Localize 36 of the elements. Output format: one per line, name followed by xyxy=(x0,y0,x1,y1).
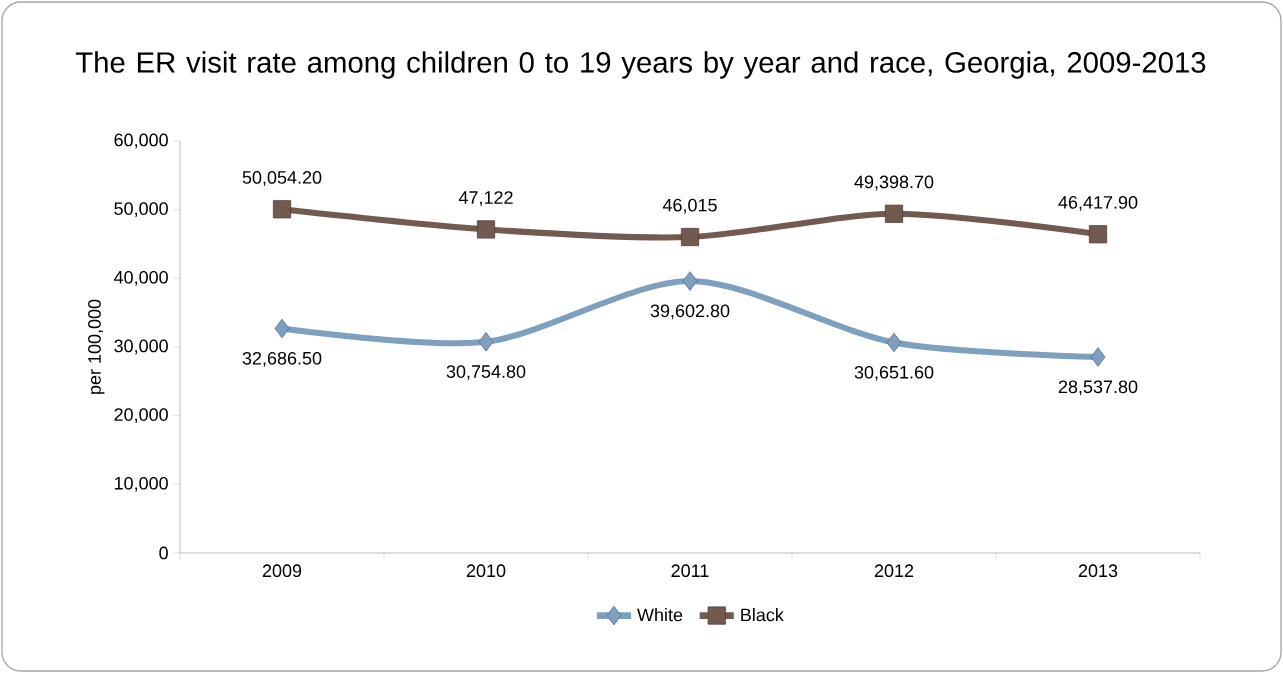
data-label: 50,054.20 xyxy=(242,171,322,186)
x-tick-label: 2009 xyxy=(262,564,302,578)
legend-label: Black xyxy=(741,608,784,622)
data-label: 47,122 xyxy=(458,191,513,207)
point xyxy=(680,227,700,247)
data-label: 46,015 xyxy=(662,198,717,214)
x-tick-label: 2013 xyxy=(1078,564,1118,578)
data-label: 49,398.70 xyxy=(854,175,934,191)
data-label: 46,417.90 xyxy=(1058,196,1138,211)
point xyxy=(274,318,290,339)
y-tick-label: 10,000 xyxy=(114,476,168,492)
legend-label: White xyxy=(637,608,683,622)
y-axis-title: per 100,000 xyxy=(88,299,105,394)
point xyxy=(682,271,698,291)
point xyxy=(1090,347,1106,367)
x-tick-label: 2012 xyxy=(874,564,914,578)
y-tick-label: 30,000 xyxy=(114,339,168,355)
point xyxy=(1088,225,1108,244)
data-label: 30,754.80 xyxy=(446,365,526,381)
point xyxy=(272,200,292,219)
y-tick-label: 40,000 xyxy=(113,270,168,286)
x-tick-label: 2010 xyxy=(466,564,506,578)
data-label: 28,537.80 xyxy=(1058,380,1138,396)
point xyxy=(884,204,904,223)
y-tick-label: 20,000 xyxy=(114,408,168,424)
x-tick-label: 2011 xyxy=(671,564,709,578)
chart-title: The ER visit rate among children 0 to 19 years by year and race, Georgia, 2009-2013 xyxy=(75,51,1206,79)
y-tick-label: 50,000 xyxy=(114,202,168,218)
data-label: 30,651.60 xyxy=(854,365,934,381)
y-tick-label: 0 xyxy=(159,546,168,560)
data-label: 32,686.50 xyxy=(242,351,322,367)
point xyxy=(478,332,494,352)
point xyxy=(476,220,496,239)
y-tick-label: 60,000 xyxy=(114,133,168,149)
data-label: 39,602.80 xyxy=(650,304,730,320)
point xyxy=(886,332,902,353)
